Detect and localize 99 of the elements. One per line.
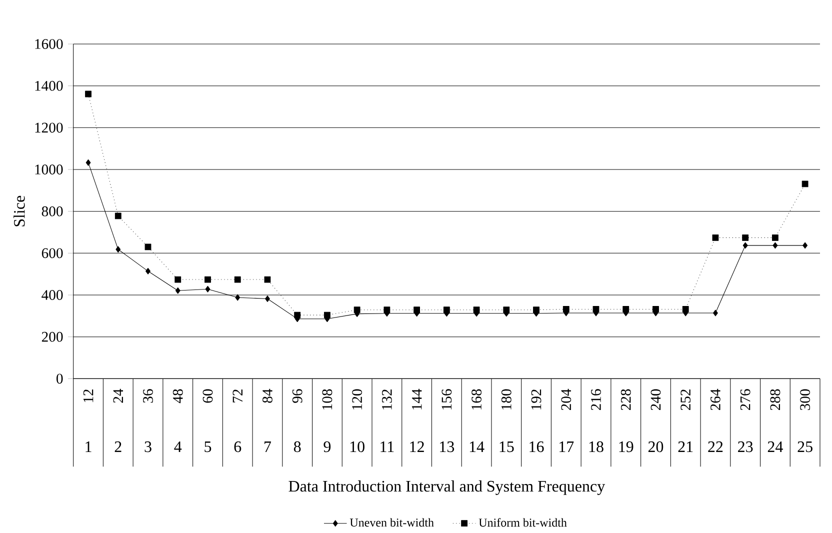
text: 8 [294, 441, 301, 452]
point [503, 306, 510, 313]
x-tick-label: 36 [143, 388, 153, 403]
point [85, 90, 92, 98]
point [116, 246, 121, 252]
point [235, 294, 240, 301]
text: 6 [234, 441, 242, 452]
point [175, 287, 180, 294]
y-tick-label: 0 [56, 374, 63, 384]
text: 19 [619, 441, 634, 452]
point [562, 306, 570, 312]
x-tick-label: 132 [382, 389, 392, 410]
y-tick-label: 1600 [35, 38, 63, 49]
text: 11 [380, 441, 394, 452]
x-axis-title: Data Introduction Interval and System Frequency [288, 480, 606, 495]
text: 7 [264, 441, 271, 452]
point [802, 242, 808, 248]
text: 1 [86, 441, 92, 452]
point [204, 276, 211, 283]
text: 20 [648, 441, 664, 452]
point [742, 234, 749, 241]
x-tick-label: 84 [262, 388, 272, 403]
x-tick-label: 60 [202, 389, 213, 403]
point [294, 312, 301, 318]
text: 2 [114, 441, 122, 452]
y-tick-label: 1000 [35, 164, 63, 174]
x-tick-label: 120 [352, 389, 362, 410]
point [742, 242, 748, 248]
x-tick-label: 48 [172, 389, 183, 403]
point [443, 306, 450, 313]
x-tick-label: 144 [412, 388, 422, 410]
point [473, 306, 480, 313]
text: 9 [324, 441, 331, 452]
x-tick-label: 264 [710, 388, 720, 410]
y-tick-label: 1400 [35, 80, 63, 91]
point [354, 306, 360, 313]
point [682, 306, 689, 312]
point [146, 268, 150, 274]
x-tick-label: 168 [472, 389, 482, 410]
point [205, 286, 210, 292]
text: 13 [440, 441, 454, 452]
x-tick-label: 96 [292, 388, 302, 403]
y-tick-label: 800 [42, 206, 63, 216]
y-axis-title: Slice [14, 196, 25, 226]
text: 21 [678, 441, 693, 452]
text: 16 [530, 441, 544, 452]
point [772, 234, 778, 241]
point [324, 312, 330, 318]
point [144, 244, 152, 250]
point [592, 306, 600, 312]
y-tick-label: 400 [42, 290, 63, 300]
y-tick-label: 200 [42, 332, 63, 342]
x-tick-label: 192 [531, 389, 542, 410]
legend-label: Uneven bit-width [350, 518, 434, 526]
text: 4 [174, 441, 182, 452]
point [414, 306, 420, 313]
x-tick-label: 156 [442, 388, 452, 410]
point [86, 159, 91, 166]
point [265, 295, 270, 302]
point [652, 306, 659, 312]
text: 10 [350, 441, 364, 452]
x-tick-label: 288 [770, 389, 780, 410]
x-tick-label: 216 [591, 388, 601, 410]
text: 18 [589, 441, 604, 452]
x-tick-label: 204 [561, 388, 572, 410]
point [802, 180, 808, 187]
text: 3 [144, 441, 152, 452]
point [712, 234, 719, 241]
point [174, 276, 182, 283]
x-tick-label: 240 [650, 389, 661, 410]
x-tick-label: 108 [322, 389, 332, 410]
x-tick-label: 300 [800, 389, 810, 410]
text: 25 [798, 441, 812, 452]
point [712, 310, 718, 316]
point [114, 212, 122, 219]
x-tick-label: 24 [113, 388, 123, 403]
point [533, 306, 540, 313]
point [384, 306, 390, 313]
text: 17 [560, 441, 574, 452]
text: 22 [708, 441, 723, 452]
y-tick-label: 1200 [35, 122, 63, 132]
point [772, 242, 778, 248]
y-tick-label: 600 [42, 248, 63, 258]
point [622, 306, 630, 312]
point [264, 276, 271, 283]
x-tick-label: 12 [83, 389, 94, 402]
x-tick-label: 276 [740, 388, 750, 410]
x-tick-label: 72 [232, 389, 242, 402]
text: 24 [768, 441, 783, 452]
x-tick-label: 228 [620, 389, 631, 410]
x-tick-label: 180 [501, 389, 512, 410]
text: 15 [500, 441, 514, 452]
text: 5 [204, 441, 212, 452]
text: 12 [410, 441, 424, 452]
text: 23 [738, 441, 753, 452]
x-tick-label: 252 [680, 389, 691, 410]
point [234, 276, 241, 283]
legend-label: Uniform bit-width [478, 518, 567, 527]
text: 14 [470, 441, 484, 452]
